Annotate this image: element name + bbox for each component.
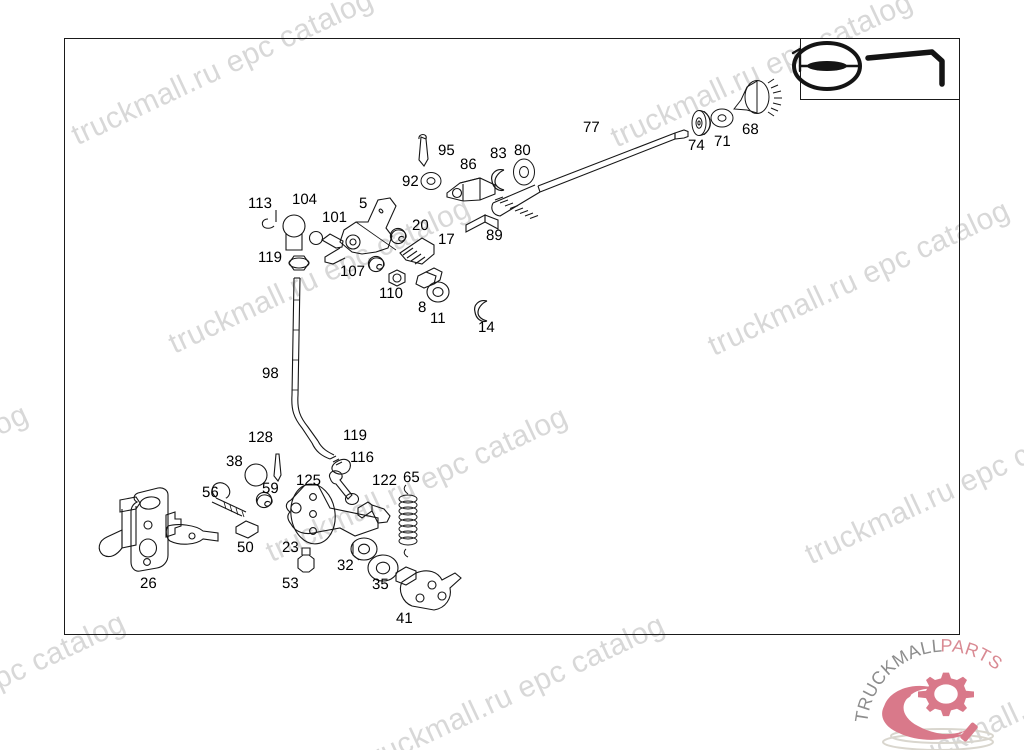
svg-text:38: 38 (226, 453, 243, 470)
svg-text:92: 92 (402, 173, 419, 190)
svg-text:89: 89 (486, 227, 503, 244)
svg-text:86: 86 (460, 156, 477, 173)
svg-text:122: 122 (372, 472, 397, 489)
svg-text:8: 8 (418, 299, 426, 316)
svg-text:PARTS: PARTS (940, 635, 1006, 674)
svg-text:32: 32 (337, 557, 354, 574)
svg-text:83: 83 (490, 145, 507, 162)
svg-text:104: 104 (292, 191, 317, 208)
svg-text:23: 23 (282, 539, 299, 556)
svg-text:65: 65 (403, 469, 420, 486)
svg-text:116: 116 (350, 449, 374, 466)
svg-text:56: 56 (202, 484, 219, 501)
svg-text:14: 14 (478, 319, 495, 336)
svg-text:101: 101 (322, 209, 347, 226)
svg-text:35: 35 (372, 576, 389, 593)
svg-text:68: 68 (742, 121, 759, 138)
svg-text:53: 53 (282, 575, 299, 592)
svg-text:74: 74 (688, 137, 705, 154)
svg-text:71: 71 (714, 133, 731, 150)
svg-text:95: 95 (438, 142, 455, 159)
svg-text:125: 125 (296, 472, 321, 489)
svg-text:20: 20 (412, 217, 429, 234)
svg-text:110: 110 (379, 285, 403, 302)
svg-text:26: 26 (140, 575, 157, 592)
svg-text:17: 17 (438, 231, 455, 248)
svg-text:50: 50 (237, 539, 254, 556)
svg-text:59: 59 (262, 480, 279, 497)
svg-text:107: 107 (340, 263, 365, 280)
svg-text:80: 80 (514, 142, 531, 159)
svg-text:113: 113 (248, 195, 272, 212)
svg-text:119: 119 (343, 427, 367, 444)
svg-text:5: 5 (359, 195, 367, 212)
svg-text:98: 98 (262, 365, 279, 382)
svg-text:41: 41 (396, 610, 413, 627)
svg-text:77: 77 (583, 119, 600, 136)
svg-text:11: 11 (430, 310, 446, 327)
svg-text:119: 119 (258, 249, 282, 266)
svg-text:128: 128 (248, 429, 273, 446)
